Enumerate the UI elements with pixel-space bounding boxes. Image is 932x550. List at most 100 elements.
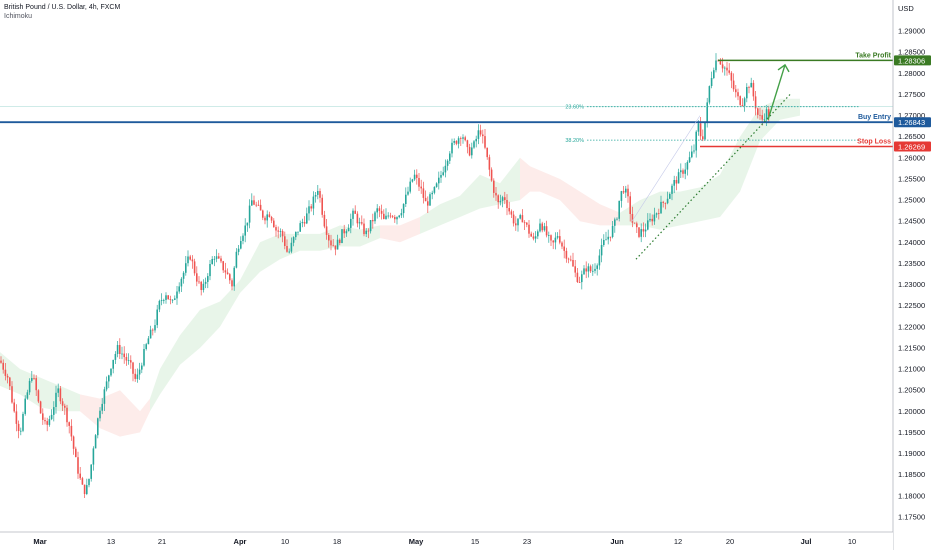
- candle-body: [627, 188, 629, 197]
- cloud-segment: [380, 225, 400, 243]
- candle-body: [605, 239, 607, 241]
- candle-body: [312, 196, 315, 209]
- cloud-segment: [280, 233, 300, 260]
- candle-body: [424, 197, 427, 202]
- candle-body: [660, 201, 662, 214]
- candle-body: [277, 230, 279, 232]
- candle-body: [405, 194, 407, 204]
- candle-body: [35, 378, 37, 391]
- cloud-segment: [460, 174, 480, 217]
- candle-body: [13, 402, 15, 412]
- candle-body: [684, 169, 686, 174]
- candle-body: [413, 174, 416, 180]
- candle-body: [176, 291, 178, 299]
- candle-body: [33, 378, 35, 379]
- candle-body: [402, 203, 405, 214]
- candle-body: [563, 246, 565, 251]
- cloud-segment: [340, 225, 360, 247]
- candle-body: [231, 280, 233, 287]
- price-tick-label: 1.22000: [898, 322, 925, 331]
- candle-body: [147, 338, 150, 345]
- cloud-segment: [680, 187, 700, 226]
- candle-body: [453, 141, 455, 143]
- candle-body: [160, 300, 163, 301]
- candle-body: [204, 281, 207, 284]
- candle-body: [596, 265, 598, 269]
- candle-body: [761, 115, 763, 120]
- candle-body: [576, 272, 579, 282]
- candle-body: [658, 213, 660, 214]
- candle-body: [728, 70, 730, 73]
- candle-body: [506, 200, 508, 208]
- candle-body: [90, 464, 92, 479]
- candle-body: [479, 130, 482, 135]
- candle-body: [490, 169, 493, 181]
- candle-body: [64, 405, 66, 408]
- candle-body: [662, 201, 664, 203]
- candle-body: [354, 210, 356, 214]
- candle-body: [257, 204, 260, 206]
- price-tick-label: 1.21000: [898, 365, 925, 374]
- cloud-segment: [560, 179, 580, 222]
- cloud-segment: [480, 174, 500, 209]
- candle-body: [103, 389, 106, 404]
- candle-body: [633, 222, 636, 224]
- candle-body: [156, 309, 158, 326]
- candle-body: [70, 425, 73, 437]
- candle-body: [372, 220, 374, 222]
- candle-body: [385, 215, 387, 219]
- price-tick-label: 1.28500: [898, 48, 925, 57]
- candle-body: [240, 241, 242, 249]
- candle-body: [446, 160, 449, 166]
- candle-body: [655, 213, 658, 215]
- take-profit-price-tag: 1.28306: [894, 55, 931, 66]
- cloud-segment: [780, 98, 800, 120]
- candle-body: [741, 105, 744, 106]
- candle-body: [501, 197, 504, 201]
- cloud-segment: [740, 107, 760, 192]
- candle-body: [218, 256, 220, 259]
- candle-body: [378, 208, 381, 211]
- candle-body: [697, 123, 700, 132]
- candle-body: [262, 210, 264, 218]
- target-arrow-shaft: [767, 64, 786, 121]
- candle-body: [669, 194, 671, 199]
- candle-body: [565, 250, 568, 259]
- candle-body: [638, 227, 640, 237]
- candle-body: [152, 329, 154, 331]
- candle-body: [167, 295, 169, 300]
- fib-label: 23.60%: [565, 105, 584, 111]
- candle-body: [572, 260, 574, 267]
- candle-body: [671, 185, 673, 194]
- candle-body: [299, 223, 301, 232]
- candle-body: [521, 215, 524, 223]
- candle-body: [460, 138, 462, 139]
- candle-body: [154, 325, 156, 331]
- candle-body: [587, 266, 590, 272]
- cloud-segment: [720, 136, 740, 217]
- candle-body: [332, 245, 334, 247]
- candle-body: [512, 214, 515, 224]
- candle-body: [319, 191, 321, 198]
- candle-body: [607, 236, 609, 240]
- candle-body: [94, 435, 97, 449]
- candle-body: [567, 258, 570, 260]
- candle-body: [138, 369, 141, 375]
- candle-body: [105, 381, 108, 390]
- candle-body: [248, 205, 251, 223]
- time-tick-label: Jun: [610, 537, 624, 546]
- candle-body: [466, 140, 469, 148]
- candle-body: [317, 191, 319, 195]
- price-tick-label: 1.26000: [898, 153, 925, 162]
- candle-body: [185, 263, 187, 273]
- candle-body: [72, 436, 75, 449]
- candle-body: [455, 141, 458, 144]
- fibonacci-levels: 23.60% 38.20%: [0, 105, 893, 144]
- candle-body: [365, 230, 367, 235]
- cloud-segment: [120, 390, 140, 437]
- price-tick-label: 1.19000: [898, 449, 925, 458]
- candle-body: [710, 78, 713, 86]
- candle-body: [523, 222, 526, 224]
- candle-body: [169, 299, 172, 300]
